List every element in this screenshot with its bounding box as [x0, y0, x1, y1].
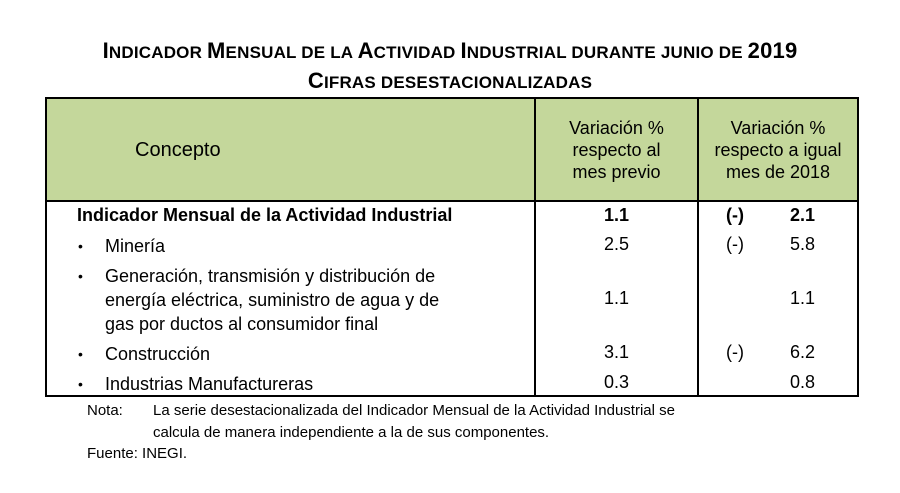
- value-anual: 5.8: [789, 234, 815, 254]
- header-col2-line: respecto a igual: [714, 140, 842, 160]
- report-subtitle: CIFRAS DESESTACIONALIZADAS: [307, 68, 593, 93]
- indicator-table: Concepto Variación % respecto al mes pre…: [45, 97, 859, 397]
- column-divider: [697, 99, 699, 395]
- header-col1-line: mes previo: [572, 162, 661, 182]
- bullet-icon: •: [78, 346, 83, 362]
- negative-sign: (-): [726, 205, 744, 225]
- header-col2-line: Variación %: [730, 118, 826, 138]
- value-anual: 6.2: [789, 342, 815, 362]
- table-header: Concepto Variación % respecto al mes pre…: [47, 99, 857, 202]
- source-text: Fuente: INEGI.: [87, 445, 188, 462]
- row-label: Indicador Mensual de la Actividad Indust…: [77, 205, 453, 225]
- negative-sign: (-): [726, 234, 744, 254]
- note-text-line1: La serie desestacionalizada del Indicado…: [153, 402, 675, 419]
- row-label: Construcción: [105, 344, 211, 364]
- header-col1-line: Variación %: [569, 118, 664, 138]
- note-label: Nota:: [87, 402, 123, 419]
- value-anual: 1.1: [789, 288, 815, 308]
- negative-sign: (-): [726, 342, 744, 362]
- value-mes-previo: 3.1: [603, 342, 630, 362]
- header-variacion-mes-previo: Variación % respecto al mes previo: [536, 117, 697, 183]
- header-col1-line: respecto al: [572, 140, 661, 160]
- bullet-icon: •: [78, 268, 83, 284]
- value-mes-previo: 1.1: [603, 205, 630, 225]
- column-divider: [534, 99, 536, 395]
- row-label: Minería: [105, 236, 166, 256]
- header-concepto: Concepto: [135, 139, 221, 161]
- value-mes-previo: 0.3: [603, 372, 630, 392]
- bullet-icon: •: [78, 376, 83, 392]
- header-variacion-anual: Variación % respecto a igual mes de 2018: [699, 117, 857, 183]
- header-col2-line: mes de 2018: [725, 162, 831, 182]
- value-anual: 2.1: [789, 205, 815, 225]
- row-label: Industrias Manufactureras: [105, 374, 314, 394]
- report-title: INDICADOR MENSUAL DE LA ACTIVIDAD INDUST…: [102, 38, 798, 63]
- note-text-line2: calcula de manera independiente a la de …: [153, 424, 550, 441]
- value-anual: 0.8: [789, 372, 815, 392]
- value-mes-previo: 1.1: [603, 288, 630, 308]
- row-label: Generación, transmisión y distribución d…: [105, 266, 440, 334]
- bullet-icon: •: [78, 238, 83, 254]
- value-mes-previo: 2.5: [603, 234, 630, 254]
